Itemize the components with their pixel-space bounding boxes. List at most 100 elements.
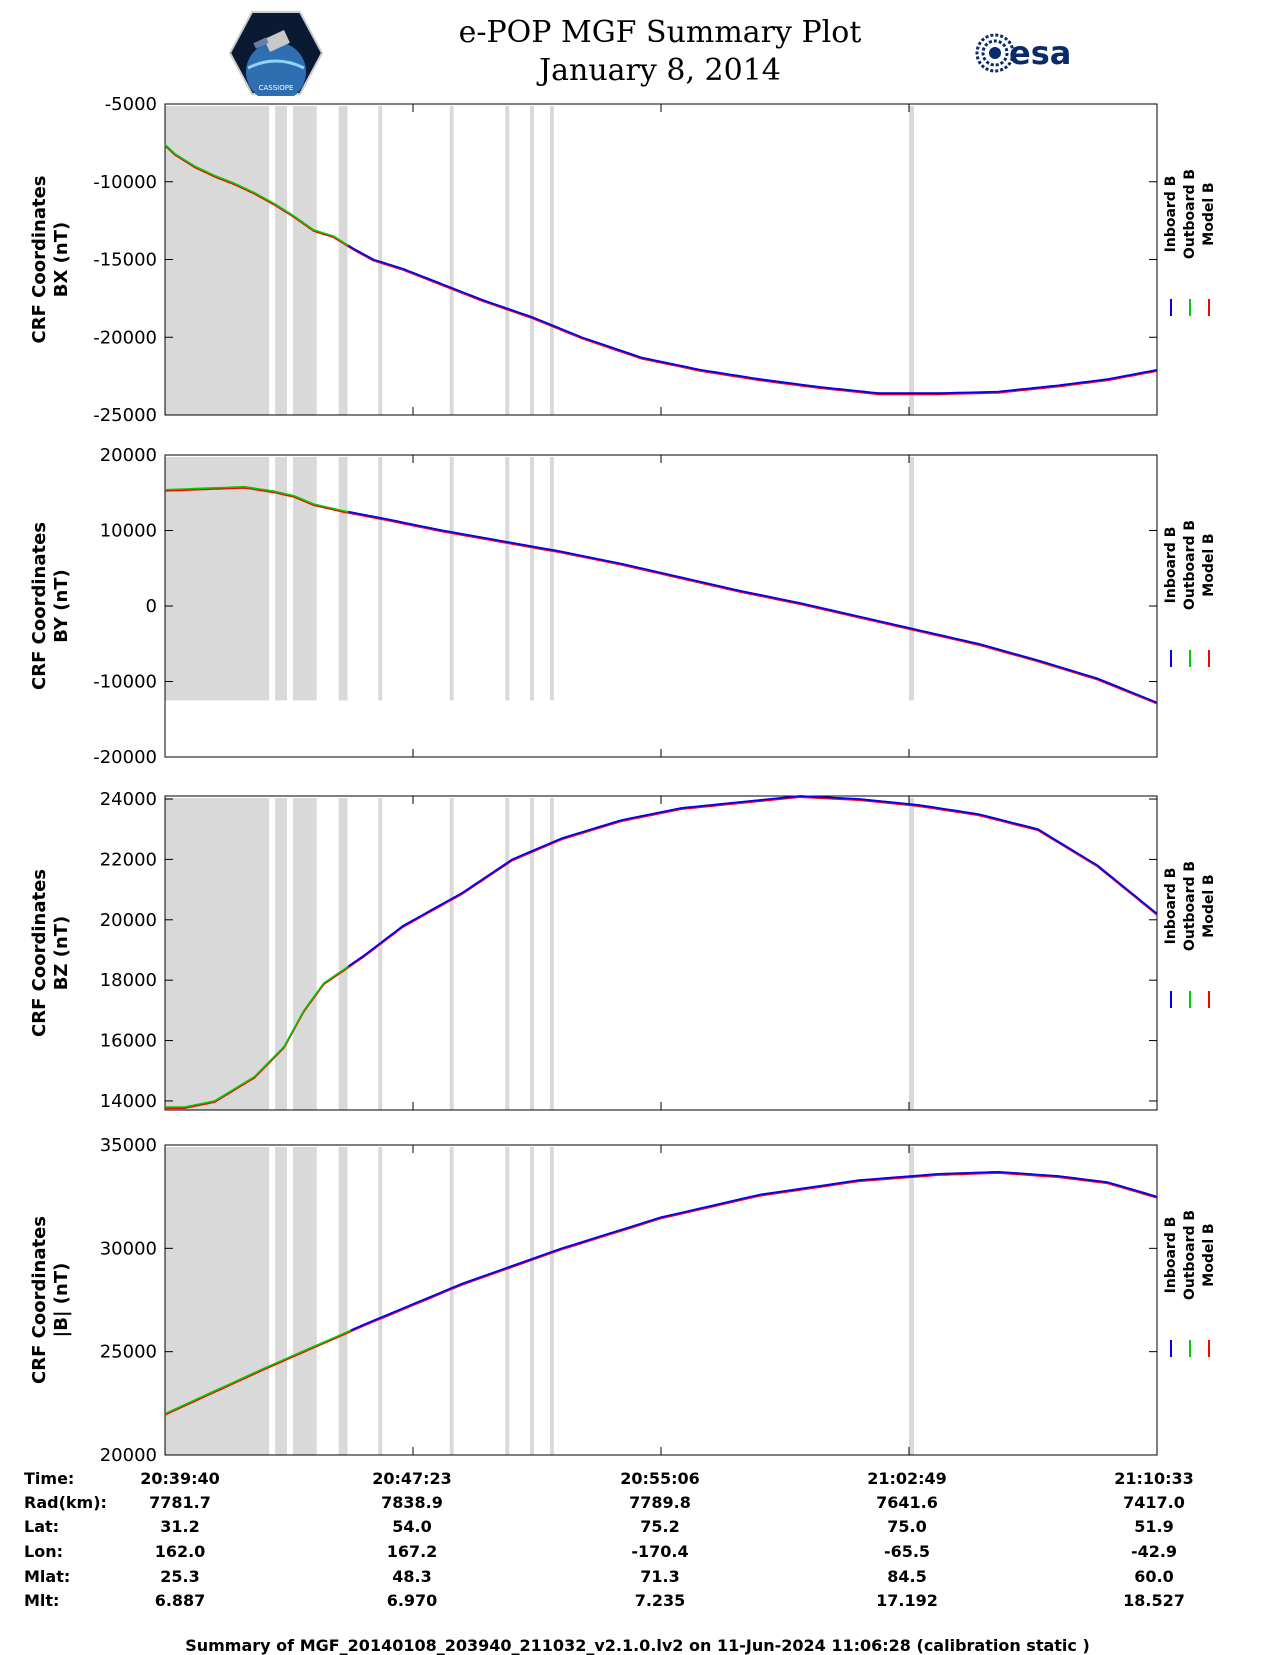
y-tick-label: 30000 [100, 1238, 157, 1259]
gap-band [909, 1147, 914, 1455]
ephemeris-value: 71.3 [640, 1567, 679, 1586]
gap-band [505, 798, 510, 1110]
y-tick-label: 20000 [100, 910, 157, 931]
gap-band [505, 1147, 510, 1455]
legend-label: Inboard B [1163, 176, 1179, 253]
ephemeris-value: 21:10:33 [1114, 1469, 1194, 1488]
y-tick-label: 22000 [100, 849, 157, 870]
y-axis-label: CRF CoordinatesBX (nT) [29, 176, 72, 344]
legend-label: Outboard B [1182, 1210, 1198, 1300]
y-axis-label-line-2: |B| (nT) [51, 1263, 72, 1338]
ephemeris-value: -65.5 [884, 1542, 930, 1561]
ephemeris-value: 51.9 [1134, 1517, 1173, 1536]
footer-summary: Summary of MGF_20140108_203940_211032_v2… [185, 1636, 1090, 1655]
ephemeris-row-label: Time: [24, 1469, 74, 1488]
ephemeris-value: 48.3 [392, 1567, 431, 1586]
panel-bm: 35000 30000 25000 20000 CRF Coordinates|B| (… [29, 1135, 1217, 1466]
series-inboard-b [348, 244, 1158, 395]
gap-band [292, 1147, 317, 1455]
legend-label: Inboard B [1163, 868, 1179, 945]
y-tick-label: 14000 [100, 1091, 157, 1112]
ephemeris-value: 7789.8 [629, 1493, 691, 1512]
y-tick-label: -5000 [105, 94, 157, 115]
y-axis-label-line-1: CRF Coordinates [29, 869, 50, 1037]
esa-logo-text: esa [1009, 34, 1071, 72]
gap-band [165, 798, 270, 1110]
ephemeris-value: 54.0 [392, 1517, 431, 1536]
ephemeris-row-label: Lat: [24, 1517, 59, 1536]
y-tick-label: 20000 [100, 445, 157, 466]
gap-band [449, 798, 454, 1110]
ephemeris-value: 20:47:23 [372, 1469, 452, 1488]
legend-label: Model B [1201, 182, 1217, 245]
gap-band [275, 1147, 288, 1455]
series-model-b [164, 1172, 1158, 1416]
y-axis-label: CRF CoordinatesBY (nT) [29, 522, 72, 690]
gap-band [338, 457, 348, 701]
ephemeris-value: -42.9 [1131, 1542, 1177, 1561]
y-tick-label: 10000 [100, 521, 157, 542]
gap-band [909, 457, 914, 701]
series-model-b [164, 145, 1158, 396]
title-line-2: January 8, 2014 [539, 53, 781, 88]
gap-band [909, 106, 914, 415]
ephemeris-value: 6.887 [155, 1591, 206, 1610]
gap-band [530, 798, 535, 1110]
gap-band [338, 798, 348, 1110]
gap-band [378, 798, 383, 1110]
panel-by: 20000 10000 0 -10000 -20000 CRF CoordinatesBY… [29, 445, 1217, 768]
ephemeris-value: 75.2 [640, 1517, 679, 1536]
series-inboard-b [347, 795, 1158, 967]
gap-band [549, 1147, 554, 1455]
y-axis-label-line-2: BX (nT) [51, 222, 72, 297]
series-model-b [165, 796, 1158, 1109]
legend-label: Model B [1201, 1223, 1217, 1286]
ephemeris-value: 162.0 [155, 1542, 206, 1561]
title-line-1: e-POP MGF Summary Plot [458, 15, 862, 50]
gap-band [449, 1147, 454, 1455]
ephemeris-row-label: Lon: [24, 1542, 63, 1561]
y-tick-label: 24000 [100, 789, 157, 810]
legend-label: Model B [1201, 533, 1217, 596]
y-axis-label: CRF CoordinatesBZ (nT) [29, 869, 72, 1037]
gap-band [275, 106, 288, 415]
ephemeris-value: 20:55:06 [620, 1469, 700, 1488]
page-title: e-POP MGF Summary Plot January 8, 2014 [380, 14, 940, 90]
ephemeris-row-label: Mlat: [24, 1567, 70, 1586]
y-tick-label: -25000 [93, 405, 157, 426]
gap-band [165, 1147, 270, 1455]
gap-band [275, 457, 288, 701]
gap-band [338, 106, 348, 415]
gap-band [530, 1147, 535, 1455]
gap-band [165, 106, 270, 415]
gap-band [549, 106, 554, 415]
legend-label: Outboard B [1182, 861, 1198, 951]
gap-band [549, 798, 554, 1110]
series-model-b [164, 487, 1158, 705]
series-inboard-b [350, 1170, 1158, 1332]
ephemeris-value: 31.2 [160, 1517, 199, 1536]
ephemeris-value: 17.192 [876, 1591, 938, 1610]
gap-band [378, 106, 383, 415]
y-tick-label: 20000 [100, 1445, 157, 1466]
legend-label: Inboard B [1163, 1217, 1179, 1294]
gap-band [530, 106, 535, 415]
ephemeris-value: 7838.9 [381, 1493, 443, 1512]
cassiope-logo: CASSIOPE [228, 11, 324, 96]
y-axis-label-line-2: BZ (nT) [51, 916, 72, 991]
gap-band [909, 798, 914, 1110]
y-tick-label: 18000 [100, 970, 157, 991]
y-axis-label-line-2: BY (nT) [51, 569, 72, 643]
gap-band [549, 457, 554, 701]
gap-band [449, 106, 454, 415]
y-tick-label: 16000 [100, 1031, 157, 1052]
legend-label: Outboard B [1182, 169, 1198, 259]
y-tick-label: 25000 [100, 1342, 157, 1363]
ephemeris-value: 7781.7 [149, 1493, 211, 1512]
ephemeris-value: 7641.6 [876, 1493, 938, 1512]
y-tick-label: -10000 [93, 672, 157, 693]
series-inboard-b [348, 510, 1158, 704]
y-tick-label: -10000 [93, 172, 157, 193]
ephemeris-value: 75.0 [887, 1517, 926, 1536]
ephemeris-value: 25.3 [160, 1567, 199, 1586]
